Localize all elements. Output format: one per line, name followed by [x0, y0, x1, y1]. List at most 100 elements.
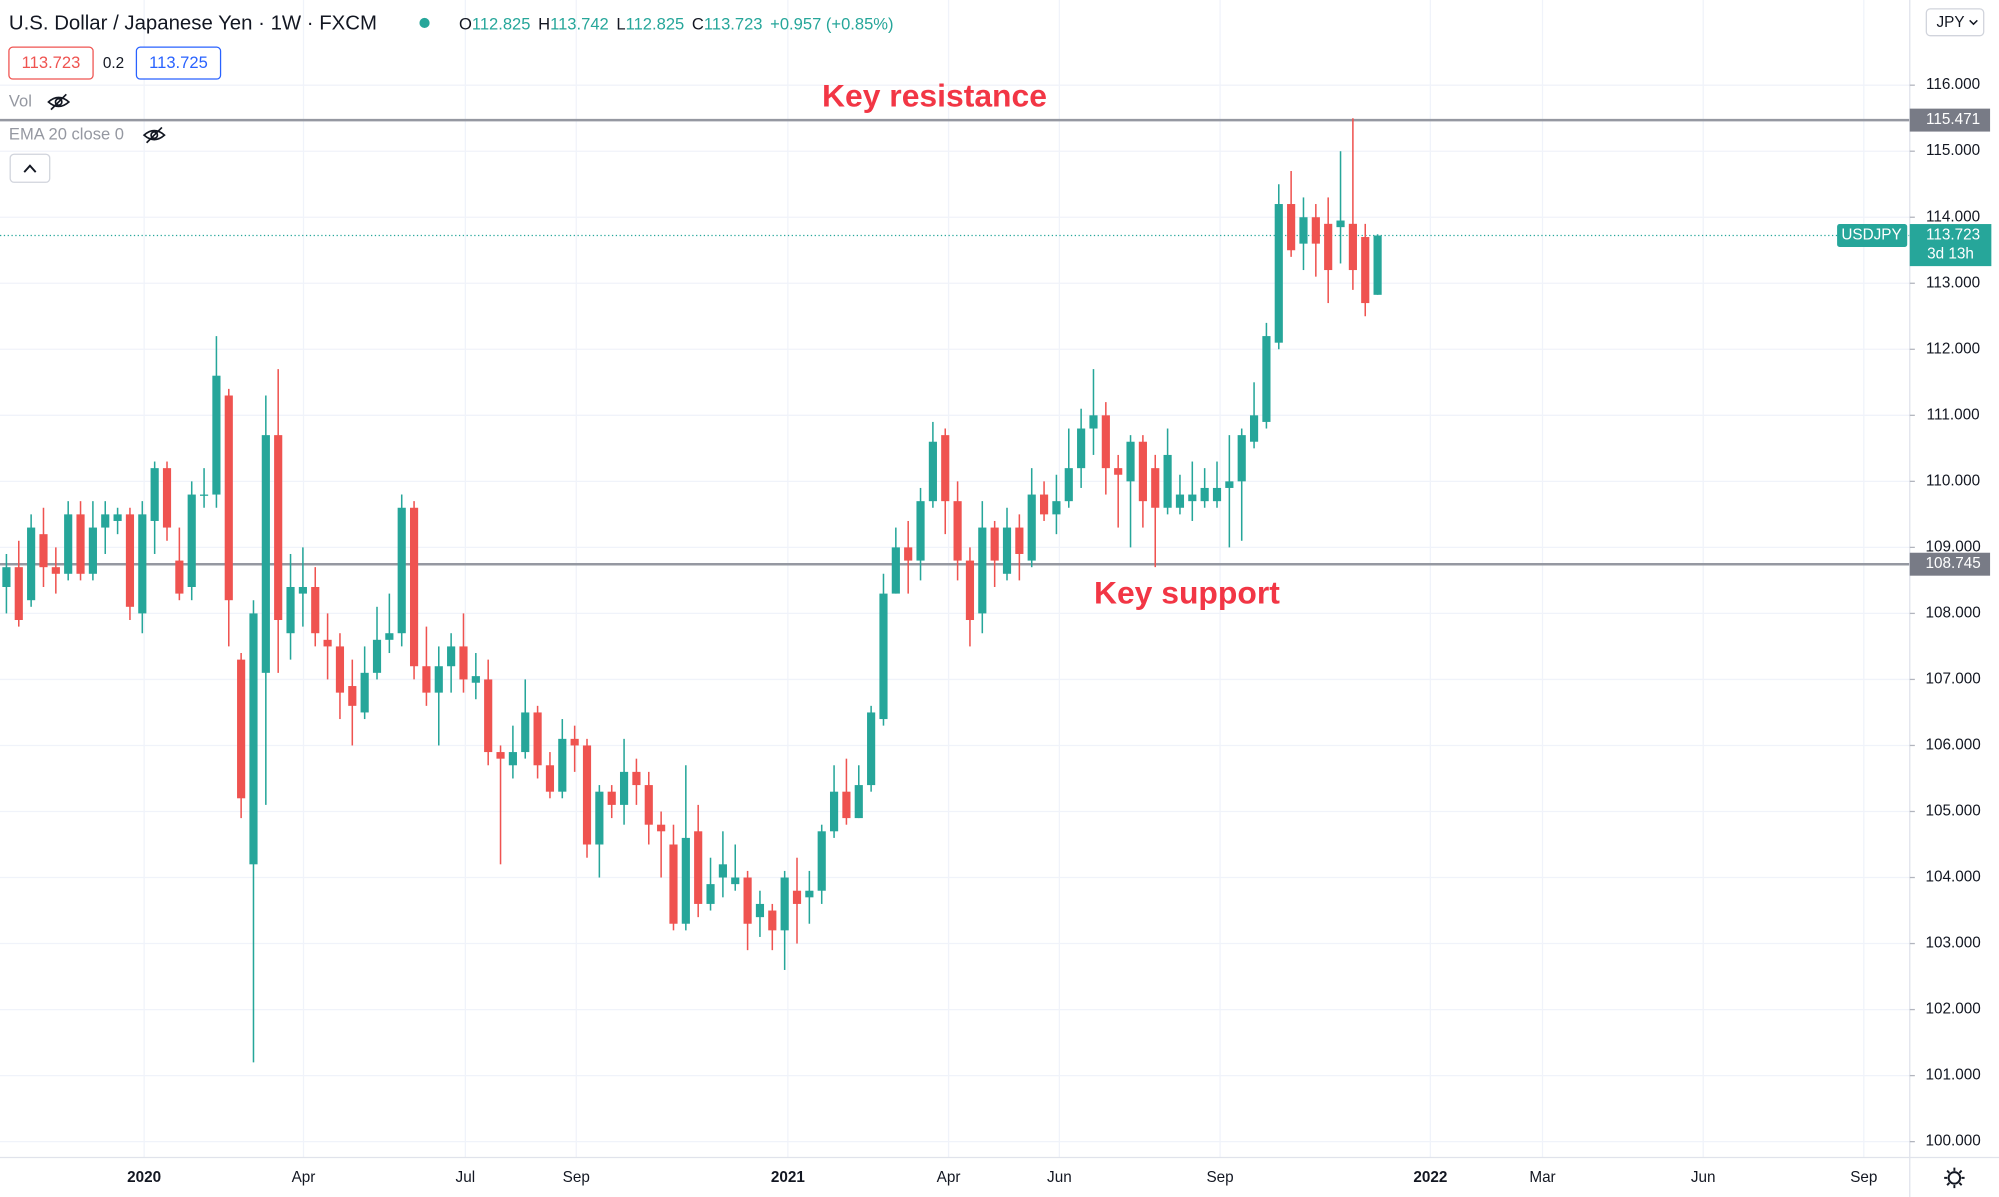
- candle-body: [941, 435, 950, 502]
- candle-body: [471, 676, 480, 683]
- candle-body: [323, 639, 332, 647]
- y-tick-label: 105.000: [1925, 803, 1980, 820]
- annotation: Key support: [1094, 575, 1280, 611]
- candle-body: [175, 560, 184, 594]
- ohlc-key: C: [692, 15, 704, 34]
- bid-price: 113.723: [22, 53, 81, 72]
- candle-body: [1101, 415, 1110, 469]
- candle-body: [76, 514, 85, 574]
- candle-body: [348, 686, 357, 706]
- candle-body: [558, 738, 567, 792]
- candle-body: [731, 877, 740, 885]
- pupil: [54, 97, 63, 106]
- candle-body: [88, 527, 97, 574]
- candle-body: [1237, 435, 1246, 482]
- candle-body: [780, 877, 789, 931]
- settings-icon[interactable]: [1944, 1167, 1965, 1189]
- candle-body: [1324, 223, 1333, 271]
- candle-body: [51, 567, 60, 574]
- candle-body: [1249, 415, 1259, 442]
- level-tag: [1909, 552, 1991, 576]
- level-label: 115.471: [1926, 111, 1980, 128]
- candle-body: [990, 527, 999, 561]
- candle-body: [755, 903, 765, 918]
- candle-body: [187, 494, 196, 587]
- hidden-icon[interactable]: [142, 126, 166, 144]
- candle-body: [335, 646, 345, 693]
- candle-body: [1015, 527, 1024, 554]
- candle-body: [286, 586, 295, 634]
- candle-body: [434, 666, 443, 693]
- collapse-button[interactable]: [9, 153, 51, 183]
- candle-body: [891, 547, 900, 594]
- y-tick-label: 116.000: [1926, 76, 1980, 93]
- change: +0.957 (+0.85%): [770, 15, 893, 34]
- candle-body: [1361, 237, 1370, 304]
- y-tick-label: 107.000: [1925, 670, 1980, 687]
- spread: 0.2: [103, 55, 124, 72]
- candle-body: [1077, 428, 1086, 469]
- candle-body: [768, 910, 777, 931]
- gear-teeth: [1944, 1167, 1965, 1189]
- hidden-icon[interactable]: [47, 93, 71, 111]
- candle-body: [644, 785, 653, 825]
- candle-body: [1225, 481, 1234, 488]
- candle-body: [1114, 468, 1123, 475]
- x-tick-label: Apr: [937, 1169, 961, 1186]
- price-label: 113.723: [1926, 227, 1980, 244]
- candle-body: [39, 534, 48, 568]
- candle-body: [1039, 494, 1049, 515]
- candle-body: [1138, 441, 1147, 502]
- candle-body: [447, 646, 456, 667]
- y-tick-label: 103.000: [1925, 935, 1980, 952]
- candle-body: [360, 672, 369, 713]
- indicator-label: EMA 20 close 0: [9, 125, 124, 144]
- candle-body: [743, 877, 752, 924]
- bid-box[interactable]: [8, 46, 94, 80]
- candle-body: [521, 712, 530, 753]
- candle-body: [1373, 235, 1382, 295]
- candle-body: [298, 586, 307, 594]
- candle-body: [706, 884, 715, 904]
- candle-body: [385, 633, 394, 640]
- y-tick-label: 109.000: [1925, 538, 1980, 555]
- slash: [146, 126, 163, 144]
- currency: JPY: [1937, 14, 1965, 31]
- chevron-up: [23, 164, 37, 173]
- candle-body: [1188, 494, 1197, 502]
- currency-button[interactable]: [1925, 8, 1985, 37]
- x-tick-label: Sep: [1206, 1169, 1233, 1186]
- indicator-label: Vol: [9, 91, 32, 110]
- candle-body: [101, 514, 110, 528]
- candle-body: [595, 791, 604, 845]
- candle-body: [1151, 468, 1160, 508]
- candle-body: [249, 613, 258, 865]
- candle-body: [422, 666, 431, 693]
- candle-body: [817, 831, 826, 891]
- x-tick-label: Sep: [563, 1169, 590, 1186]
- candle-body: [582, 745, 592, 845]
- x-tick-label: 2022: [1413, 1169, 1447, 1186]
- candle-body: [879, 593, 888, 720]
- candle-body: [1200, 487, 1209, 502]
- ask-box[interactable]: [135, 46, 222, 80]
- level-label: 108.745: [1925, 555, 1980, 572]
- candle-body: [916, 501, 925, 561]
- x-tick-label: Jul: [456, 1169, 476, 1186]
- candle-body: [965, 560, 975, 621]
- candle-body: [1274, 204, 1283, 343]
- candle-body: [904, 547, 913, 561]
- candle-body: [829, 791, 839, 832]
- x-tick-label: Jun: [1691, 1169, 1716, 1186]
- candle-body: [113, 514, 122, 521]
- candle-body: [867, 712, 876, 786]
- candle-body: [607, 791, 616, 805]
- candle-body: [953, 501, 962, 561]
- candle-body: [545, 765, 555, 792]
- chevron-down: [1969, 19, 1978, 26]
- candle-body: [224, 395, 233, 601]
- ohlc-key: L: [616, 15, 625, 34]
- candle-body: [311, 586, 320, 634]
